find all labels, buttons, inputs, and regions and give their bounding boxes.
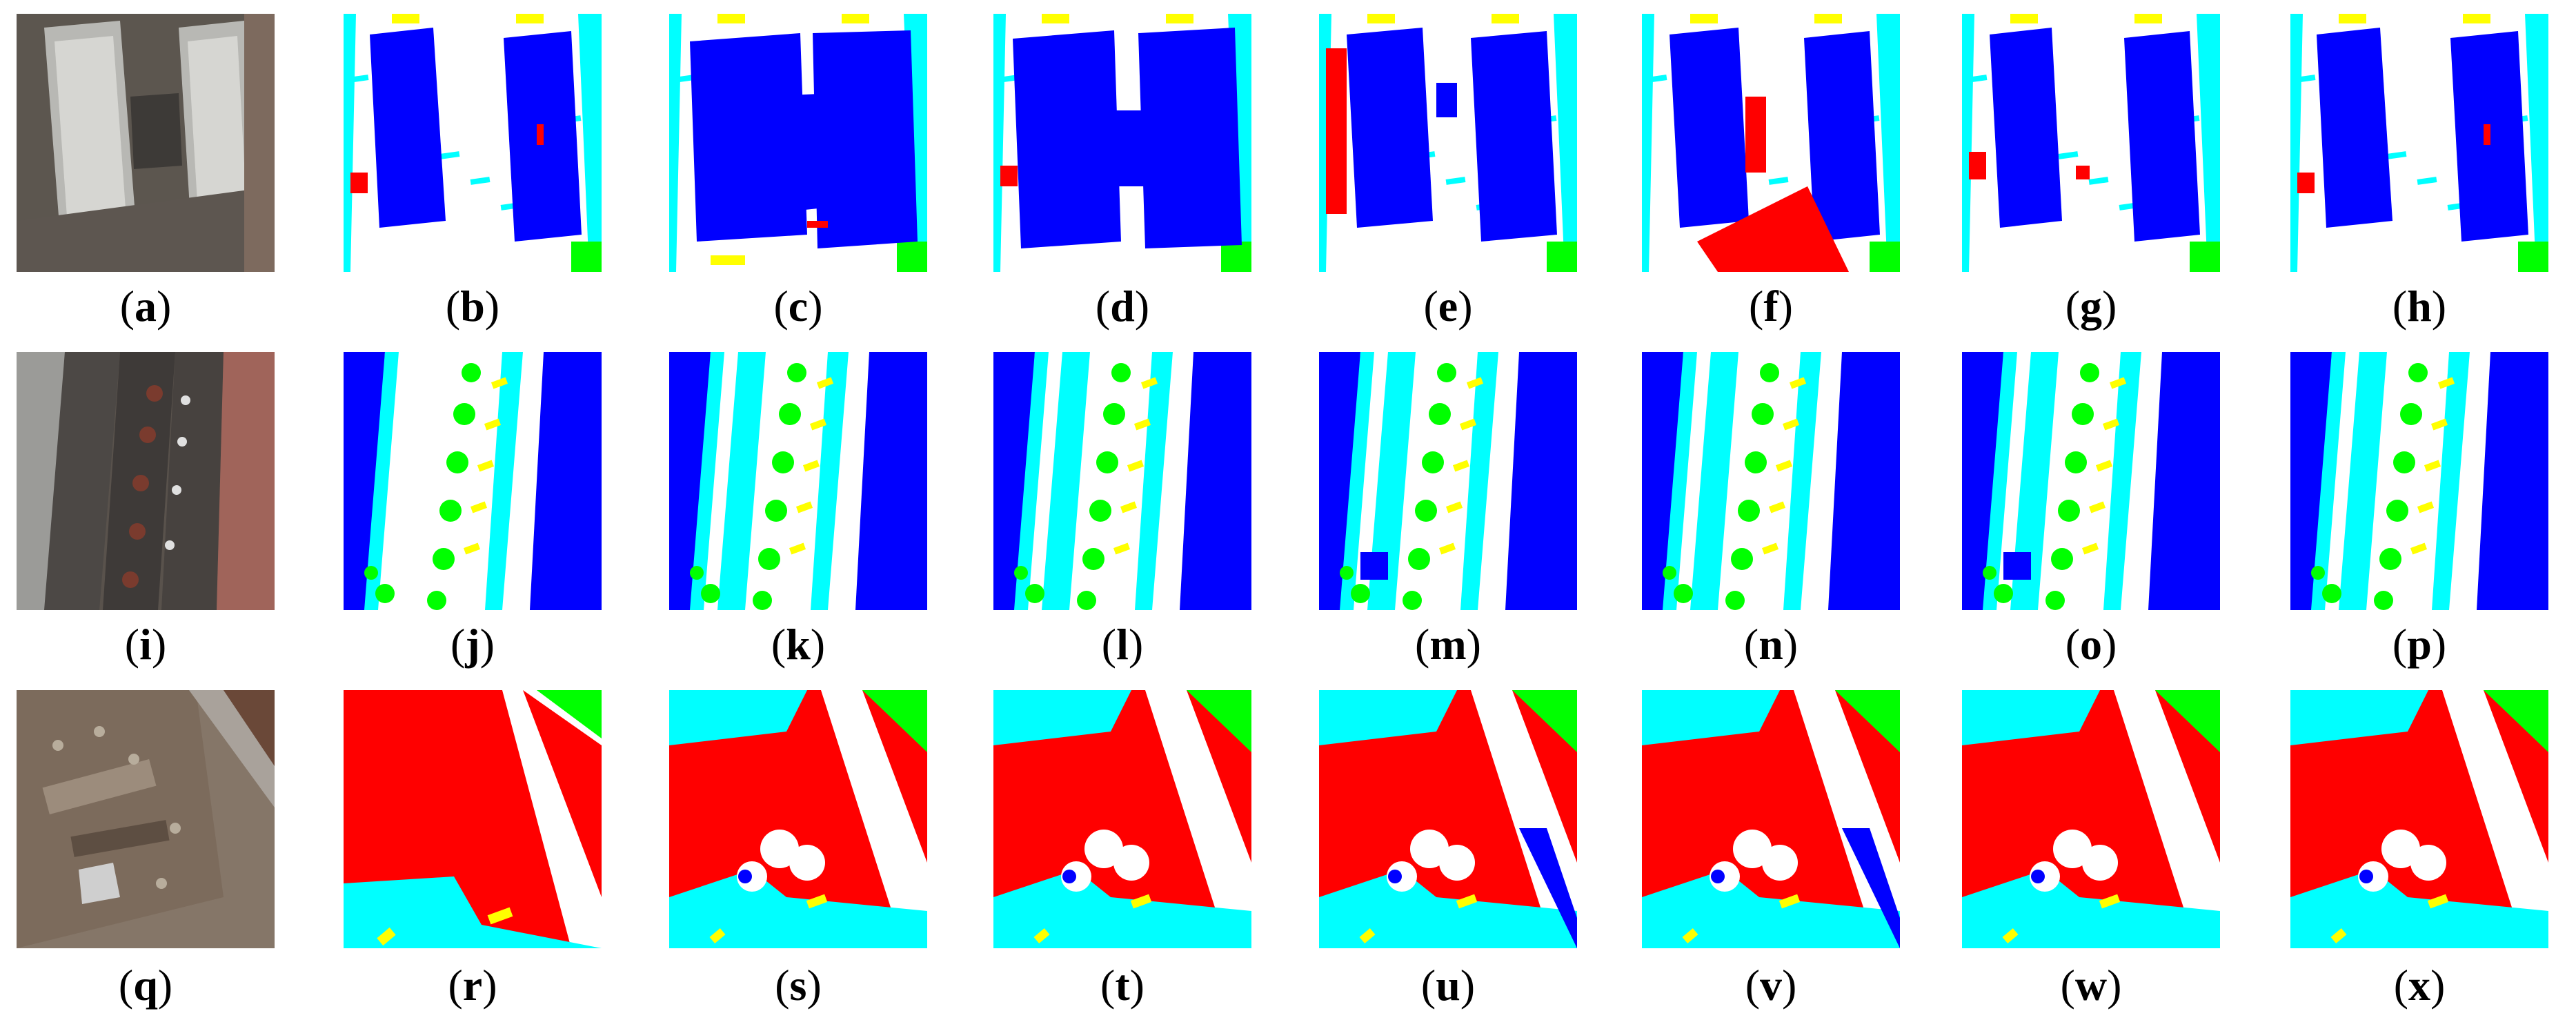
caption-i: (i) (124, 620, 167, 669)
segmentation-map-r (344, 690, 602, 948)
caption-m: (m) (1415, 620, 1481, 669)
panel-graphic-e (1319, 14, 1577, 272)
aerial-image-q (17, 690, 275, 948)
caption-label-t: t (1115, 961, 1130, 1010)
panel-graphic-q (17, 690, 275, 948)
caption-s: (s) (775, 961, 822, 1010)
caption-label-c: c (788, 282, 809, 331)
caption-label-f: f (1763, 282, 1779, 331)
caption-a: (a) (119, 282, 172, 331)
panel-graphic-c (669, 14, 927, 272)
panel-graphic-b (344, 14, 602, 272)
panel-graphic-w (1962, 690, 2220, 948)
caption-label-e: e (1438, 282, 1458, 331)
panel-graphic-p (2290, 352, 2548, 610)
caption-t: (t) (1100, 961, 1145, 1010)
panel-graphic-o (1962, 352, 2220, 610)
caption-g: (g) (2065, 282, 2117, 331)
caption-h: (h) (2392, 282, 2447, 331)
panel-graphic-m (1319, 352, 1577, 610)
caption-label-x: x (2408, 961, 2430, 1010)
panel-graphic-n (1642, 352, 1900, 610)
caption-label-s: s (789, 961, 807, 1010)
caption-p: (p) (2392, 620, 2447, 669)
caption-v: (v) (1745, 961, 1797, 1010)
panel-graphic-k (669, 352, 927, 610)
panel-graphic-h (2290, 14, 2548, 272)
caption-w: (w) (2060, 961, 2122, 1010)
caption-o: (o) (2065, 620, 2117, 669)
panel-graphic-f (1642, 14, 1900, 272)
segmentation-map-p (2290, 352, 2548, 610)
panel-graphic-j (344, 352, 602, 610)
segmentation-map-n (1642, 352, 1900, 610)
panel-graphic-u (1319, 690, 1577, 948)
panel-graphic-x (2290, 690, 2548, 948)
segmentation-map-x (2290, 690, 2548, 948)
caption-u: (u) (1420, 961, 1476, 1010)
segmentation-map-m (1319, 352, 1577, 610)
caption-label-h: h (2407, 282, 2432, 331)
caption-c: (c) (773, 282, 823, 331)
segmentation-map-s (669, 690, 927, 948)
segmentation-map-o (1962, 352, 2220, 610)
segmentation-map-j (344, 352, 602, 610)
segmentation-map-f (1642, 14, 1900, 272)
caption-x: (x) (2393, 961, 2446, 1010)
panel-graphic-a (17, 14, 275, 272)
panel-graphic-r (344, 690, 602, 948)
aerial-image-i (17, 352, 275, 610)
caption-label-w: w (2074, 961, 2108, 1010)
caption-label-j: j (465, 620, 480, 669)
panel-graphic-v (1642, 690, 1900, 948)
caption-label-v: v (1760, 961, 1782, 1010)
segmentation-map-b (344, 14, 602, 272)
segmentation-map-g (1962, 14, 2220, 272)
panel-graphic-i (17, 352, 275, 610)
segmentation-map-d (993, 14, 1251, 272)
segmentation-map-v (1642, 690, 1900, 948)
aerial-image-a (17, 14, 275, 272)
caption-n: (n) (1743, 620, 1799, 669)
panel-graphic-l (993, 352, 1251, 610)
caption-j: (j) (450, 620, 495, 669)
caption-label-o: o (2080, 620, 2102, 669)
caption-label-q: q (133, 961, 158, 1010)
panel-graphic-s (669, 690, 927, 948)
segmentation-map-c (669, 14, 927, 272)
panel-graphic-t (993, 690, 1251, 948)
caption-b: (b) (445, 282, 500, 331)
caption-label-g: g (2080, 282, 2102, 331)
caption-k: (k) (771, 620, 826, 669)
segmentation-map-w (1962, 690, 2220, 948)
caption-label-a: a (135, 282, 157, 331)
caption-f: (f) (1749, 282, 1793, 331)
caption-q: (q) (118, 961, 173, 1010)
caption-label-r: r (462, 961, 483, 1010)
caption-label-m: m (1429, 620, 1467, 669)
caption-label-u: u (1436, 961, 1460, 1010)
caption-label-p: p (2407, 620, 2432, 669)
caption-label-i: i (139, 620, 152, 669)
caption-label-l: l (1116, 620, 1129, 669)
caption-label-b: b (460, 282, 485, 331)
segmentation-map-h (2290, 14, 2548, 272)
segmentation-map-e (1319, 14, 1577, 272)
segmentation-map-k (669, 352, 927, 610)
caption-d: (d) (1095, 282, 1150, 331)
segmentation-map-l (993, 352, 1251, 610)
segmentation-map-u (1319, 690, 1577, 948)
segmentation-map-t (993, 690, 1251, 948)
caption-l: (l) (1101, 620, 1144, 669)
caption-r: (r) (448, 961, 497, 1010)
caption-label-n: n (1758, 620, 1783, 669)
panel-graphic-d (993, 14, 1251, 272)
panel-graphic-g (1962, 14, 2220, 272)
caption-e: (e) (1423, 282, 1473, 331)
caption-label-d: d (1110, 282, 1135, 331)
caption-label-k: k (786, 620, 811, 669)
